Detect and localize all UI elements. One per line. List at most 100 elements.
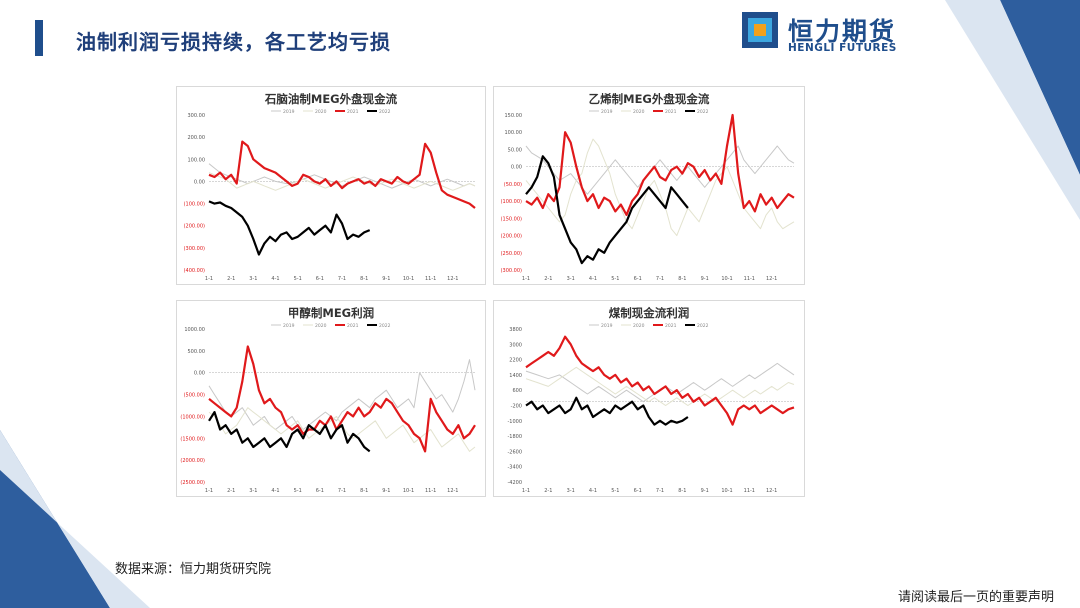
series-2020-line xyxy=(525,138,795,237)
series-2021-line xyxy=(208,345,476,453)
chart-naphtha-meg: 石脑油制MEG外盘现金流 2019 2020 2021 2022 300.00 200.00… xyxy=(176,86,486,285)
y-tick-label: (300.00) xyxy=(501,268,522,274)
x-tick-label: 6-1 xyxy=(316,488,324,494)
y-tick-label: (200.00) xyxy=(501,234,522,240)
page-title: 油制利润亏损持续，各工艺均亏损 xyxy=(76,30,391,54)
chart-title: 石脑油制MEG外盘现金流 xyxy=(264,92,398,106)
y-tick-label: (150.00) xyxy=(501,216,522,222)
series-2022-line xyxy=(525,396,689,426)
legend-label: 2022 xyxy=(697,109,709,115)
y-tick-label: (100.00) xyxy=(184,202,205,208)
y-tick-label: (500.00) xyxy=(184,393,205,399)
series-2022-line xyxy=(525,155,689,265)
x-tick-label: 12-1 xyxy=(447,276,458,282)
legend-label: 2022 xyxy=(697,323,709,329)
y-tick-label: 1400 xyxy=(509,373,522,379)
x-tick-label: 7-1 xyxy=(656,488,664,494)
x-tick-label: 12-1 xyxy=(447,488,458,494)
x-tick-label: 12-1 xyxy=(766,488,777,494)
x-tick-label: 9-1 xyxy=(701,276,709,282)
y-tick-label: 200.00 xyxy=(188,135,206,141)
x-tick-label: 8-1 xyxy=(678,276,686,282)
series-2020-line xyxy=(208,407,476,452)
x-tick-label: 7-1 xyxy=(656,276,664,282)
x-tick-label: 11-1 xyxy=(744,276,755,282)
legend-label: 2021 xyxy=(665,323,677,329)
chart-ethylene-meg: 乙烯制MEG外盘现金流 2019 2020 2021 2022 150.00 100.00 5… xyxy=(493,86,805,285)
legend-label: 2019 xyxy=(283,109,295,115)
x-tick-label: 10-1 xyxy=(721,276,732,282)
x-tick-label: 1-1 xyxy=(205,488,213,494)
y-tick-label: -200 xyxy=(511,404,522,410)
x-tick-label: 4-1 xyxy=(589,488,597,494)
x-tick-label: 7-1 xyxy=(338,276,346,282)
y-tick-label: 3800 xyxy=(509,327,522,333)
series-2022-line xyxy=(208,200,371,256)
legend-label: 2020 xyxy=(633,323,645,329)
data-source-note: 数据来源：恒力期货研究院 xyxy=(115,562,272,577)
title-accent-bar xyxy=(35,20,43,56)
legend-label: 2019 xyxy=(601,323,613,329)
x-tick-label: 10-1 xyxy=(403,276,414,282)
x-tick-label: 1-1 xyxy=(522,276,530,282)
legend-label: 2020 xyxy=(633,109,645,115)
series-2019-line xyxy=(525,145,795,195)
y-tick-label: 1000.00 xyxy=(184,327,205,333)
x-tick-label: 5-1 xyxy=(294,488,302,494)
x-tick-label: 6-1 xyxy=(634,488,642,494)
x-tick-label: 11-1 xyxy=(744,488,755,494)
chart-methanol-meg: 甲醇制MEG利润 2019 2020 2021 2022 1000.00 500.00 0.0… xyxy=(176,300,486,497)
y-tick-label: 0.00 xyxy=(194,179,205,185)
y-tick-label: (2000.00) xyxy=(180,458,205,464)
chart-title: 煤制现金流利润 xyxy=(609,306,690,320)
logo-mark-icon xyxy=(742,12,778,48)
x-tick-label: 11-1 xyxy=(425,276,436,282)
x-tick-label: 2-1 xyxy=(544,488,552,494)
y-tick-label: (250.00) xyxy=(501,251,522,257)
logo-english-text: HENGLI FUTURES xyxy=(788,42,897,54)
y-tick-label: (1000.00) xyxy=(180,414,205,420)
x-tick-label: 2-1 xyxy=(227,276,235,282)
x-tick-label: 1-1 xyxy=(522,488,530,494)
y-tick-label: 0.00 xyxy=(511,165,522,171)
y-tick-label: (2500.00) xyxy=(180,480,205,486)
x-tick-label: 5-1 xyxy=(611,488,619,494)
disclaimer-note: 请阅读最后一页的重要声明 xyxy=(897,590,1054,605)
y-tick-label: 600 xyxy=(512,388,522,394)
series-2020-line xyxy=(525,366,795,406)
x-tick-label: 5-1 xyxy=(611,276,619,282)
y-tick-label: 100.00 xyxy=(188,157,206,163)
legend-label: 2020 xyxy=(315,323,327,329)
x-tick-label: 3-1 xyxy=(567,276,575,282)
y-tick-label: 300.00 xyxy=(188,113,206,119)
chart-title: 乙烯制MEG外盘现金流 xyxy=(589,92,710,106)
y-tick-label: -3400 xyxy=(507,465,522,471)
y-tick-label: (1500.00) xyxy=(180,436,205,442)
series-2019-line xyxy=(525,362,795,403)
y-tick-label: (200.00) xyxy=(184,224,205,230)
y-tick-label: -4200 xyxy=(507,480,522,486)
x-tick-label: 6-1 xyxy=(634,276,642,282)
chart-title: 甲醇制MEG利润 xyxy=(288,306,374,320)
x-tick-label: 4-1 xyxy=(271,276,279,282)
legend-label: 2021 xyxy=(347,323,359,329)
chart-naphtha-meg-plot: 石脑油制MEG外盘现金流 2019 2020 2021 2022 300.00 200.00… xyxy=(184,92,476,282)
chart-methanol-meg-plot: 甲醇制MEG利润 2019 2020 2021 2022 1000.00 500.00 0.0… xyxy=(180,306,476,494)
series-2021-line xyxy=(525,113,795,217)
y-tick-label: 3000 xyxy=(509,342,522,348)
x-tick-label: 9-1 xyxy=(701,488,709,494)
x-tick-label: 10-1 xyxy=(721,488,732,494)
company-logo: 恒力期货 HENGLI FUTURES xyxy=(742,12,912,56)
x-tick-label: 8-1 xyxy=(360,276,368,282)
x-tick-label: 2-1 xyxy=(544,276,552,282)
legend-label: 2022 xyxy=(379,109,391,115)
x-tick-label: 4-1 xyxy=(589,276,597,282)
logo-chinese-text: 恒力期货 xyxy=(788,17,897,46)
x-tick-label: 8-1 xyxy=(678,488,686,494)
y-tick-label: 0.00 xyxy=(194,371,205,377)
y-tick-label: 2200 xyxy=(509,358,522,364)
series-2021-line xyxy=(208,140,476,209)
y-tick-label: -1000 xyxy=(507,419,522,425)
x-tick-label: 11-1 xyxy=(425,488,436,494)
x-tick-label: 12-1 xyxy=(766,276,777,282)
